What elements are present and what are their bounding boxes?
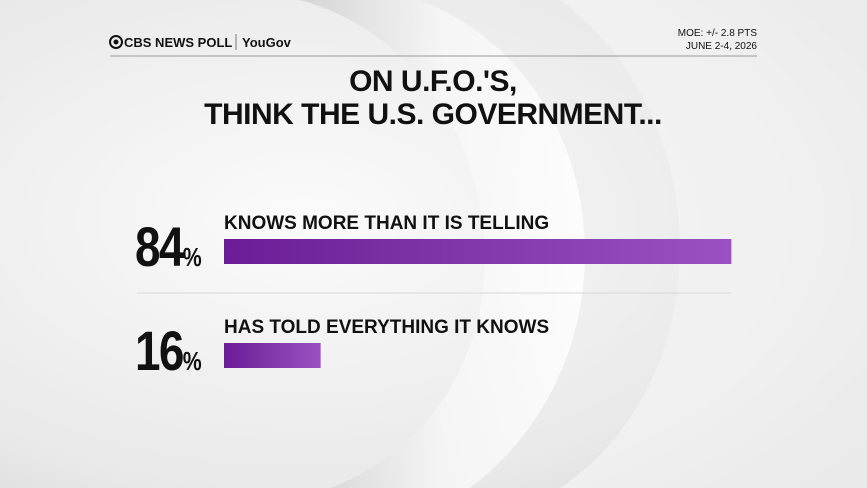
value-label: 84% <box>135 216 202 278</box>
value-unit: % <box>183 243 202 273</box>
value-unit: % <box>183 347 202 377</box>
bar <box>224 239 732 264</box>
dates: JUNE 2-4, 2026 <box>686 41 758 52</box>
category-label: KNOWS MORE THAN IT IS TELLING <box>224 213 549 234</box>
moe: MOE: +/- 2.8 PTS <box>678 28 758 39</box>
cbs-eye-logo <box>109 35 123 49</box>
chart-title: THINK THE U.S. GOVERNMENT... <box>204 98 662 131</box>
value-number: 16 <box>135 320 183 382</box>
cbs-eye-pupil <box>113 39 119 45</box>
background-arc <box>300 0 585 488</box>
value-number: 84 <box>135 216 185 278</box>
brand: CBS NEWS POLL <box>124 35 232 50</box>
chart-title: ON U.F.O.'S, <box>349 65 517 98</box>
partner: YouGov <box>242 35 292 50</box>
value-label: 16% <box>135 320 202 382</box>
category-label: HAS TOLD EVERYTHING IT KNOWS <box>224 317 549 338</box>
bar <box>224 343 321 368</box>
